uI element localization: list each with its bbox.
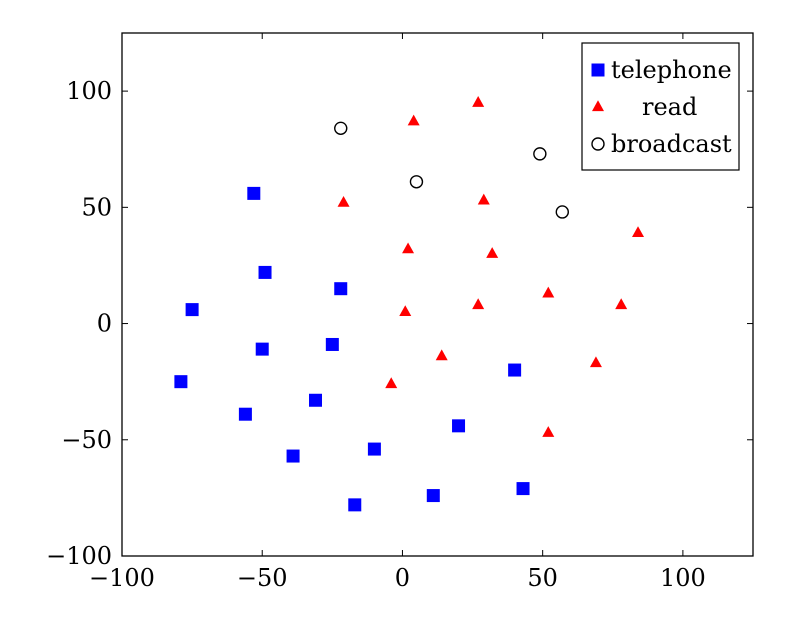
- point-broadcast: [334, 121, 348, 136]
- legend-box: [581, 42, 740, 171]
- y-tick-label: 100: [66, 77, 112, 105]
- point-read: [486, 247, 499, 258]
- axis-ticks: [121, 33, 753, 557]
- point-read: [385, 377, 398, 389]
- x-tick-label: 0: [395, 564, 410, 592]
- y-tick-label: 50: [81, 193, 112, 221]
- point-read: [632, 226, 645, 238]
- point-read: [477, 193, 490, 205]
- point-broadcast: [533, 147, 547, 161]
- point-telephone: [452, 419, 466, 433]
- plot-frame: [121, 32, 754, 557]
- point-telephone: [508, 363, 522, 377]
- y-tick-label: −100: [46, 542, 112, 570]
- legend-marker-broadcast: [591, 137, 605, 151]
- point-read: [399, 305, 412, 317]
- point-telephone: [247, 186, 261, 200]
- point-read: [542, 286, 555, 298]
- point-telephone: [255, 342, 269, 356]
- data-points: [174, 96, 645, 512]
- point-telephone: [325, 337, 339, 351]
- point-telephone: [367, 442, 381, 456]
- point-telephone: [286, 449, 300, 463]
- y-tick-label: −50: [61, 426, 112, 454]
- point-read: [472, 96, 485, 107]
- point-telephone: [426, 489, 440, 503]
- point-read: [402, 242, 415, 254]
- point-telephone: [309, 393, 323, 407]
- point-telephone: [238, 407, 252, 421]
- legend-label-telephone: telephone: [611, 56, 732, 84]
- tick-labels: −100 −50 0 50 100 −100 −50 0 50 100: [46, 77, 706, 592]
- point-telephone: [334, 282, 348, 296]
- point-broadcast: [409, 175, 424, 189]
- point-telephone: [348, 498, 362, 512]
- point-read: [337, 195, 350, 207]
- point-read: [407, 114, 420, 126]
- point-telephone: [174, 375, 188, 389]
- legend-label-read: read: [642, 93, 697, 121]
- point-read: [589, 356, 602, 368]
- point-telephone: [185, 303, 199, 317]
- point-read: [542, 426, 555, 437]
- point-broadcast: [555, 205, 569, 219]
- point-telephone: [516, 482, 530, 496]
- y-tick-label: 0: [97, 310, 112, 338]
- legend-label-broadcast: broadcast: [611, 130, 732, 158]
- point-read: [435, 349, 448, 361]
- x-tick-label: −50: [237, 564, 288, 592]
- point-read: [472, 298, 485, 310]
- legend-marker-telephone: [591, 63, 605, 77]
- x-tick-label: −100: [89, 564, 155, 592]
- x-tick-label: 100: [660, 564, 706, 592]
- point-telephone: [258, 265, 272, 279]
- legend-marker-read: [592, 100, 604, 112]
- legend: telephone read broadcast: [581, 42, 740, 171]
- point-read: [615, 298, 628, 310]
- x-tick-label: 50: [527, 564, 558, 592]
